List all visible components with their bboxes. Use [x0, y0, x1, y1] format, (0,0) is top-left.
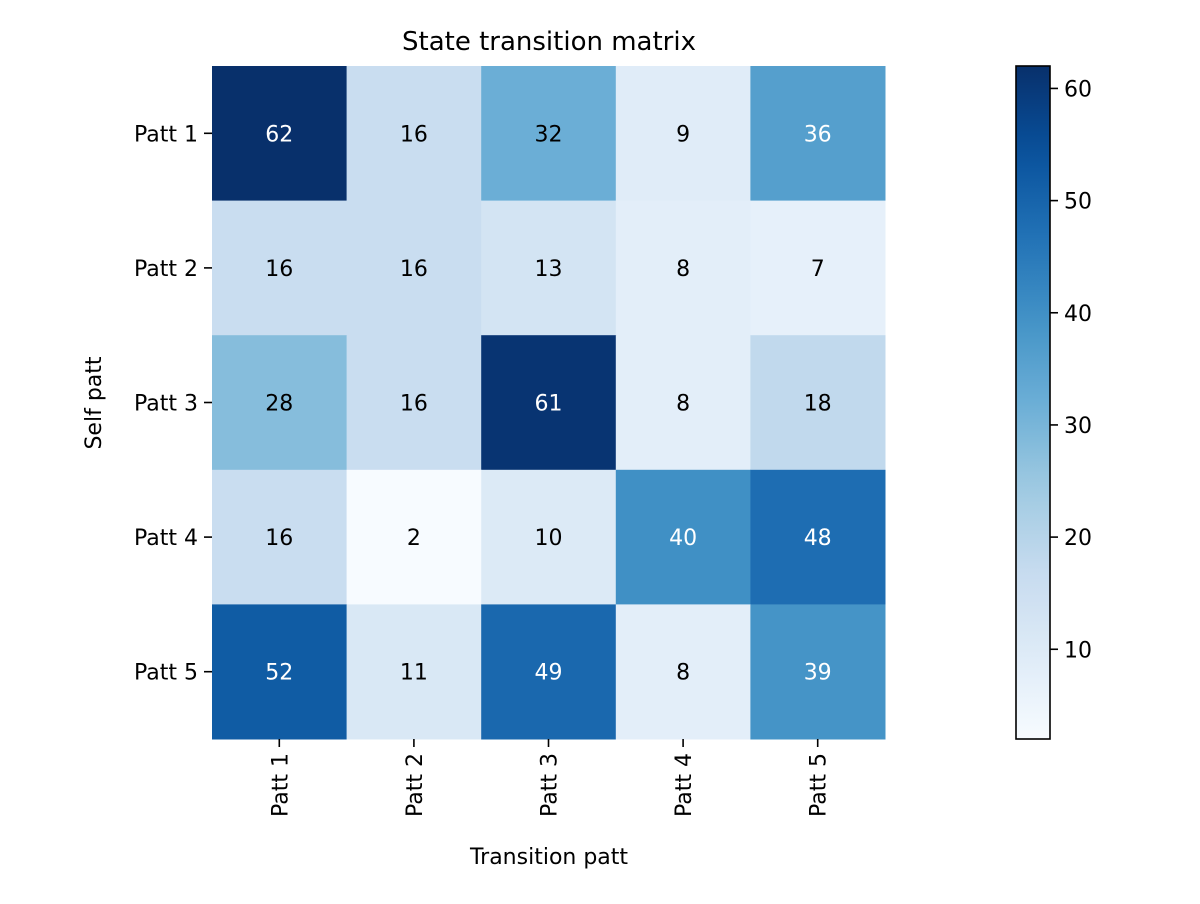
cell-value-label: 61: [535, 392, 563, 417]
cell-value-label: 48: [804, 526, 832, 551]
heatmap-cell: [212, 200, 348, 336]
x-tick-label: Patt 1: [268, 753, 293, 817]
heatmap-cell: [346, 66, 482, 202]
cell-value-label: 52: [265, 661, 293, 686]
colorbar-tick-label: 10: [1064, 638, 1092, 663]
heatmap-cell: [615, 469, 751, 605]
colorbar-tick-label: 20: [1064, 526, 1092, 551]
heatmap-cell: [750, 604, 886, 740]
colorbar-tick-label: 30: [1064, 414, 1092, 439]
heatmap-cell: [212, 335, 348, 471]
y-axis-ticks: Patt 1 Patt 2 Patt 3 Patt 4 Patt 5: [134, 122, 212, 686]
cell-value-label: 16: [400, 257, 428, 282]
cell-value-label: 36: [804, 122, 832, 147]
heatmap-cell: [750, 469, 886, 605]
cell-value-label: 39: [804, 661, 832, 686]
cell-value-label: 28: [265, 392, 293, 417]
x-axis-ticks: Patt 1 Patt 2 Patt 3 Patt 4 Patt 5: [268, 739, 832, 817]
y-axis-label: Self patt: [82, 356, 107, 449]
heatmap-cell: [750, 66, 886, 202]
cell-value-label: 8: [676, 257, 690, 282]
cell-value-label: 13: [535, 257, 563, 282]
heatmap-cell: [481, 200, 617, 336]
cell-value-label: 40: [669, 526, 697, 551]
cell-value-label: 16: [265, 526, 293, 551]
heatmap-cell: [346, 335, 482, 471]
x-tick-label: Patt 2: [403, 753, 428, 817]
heatmap-cell: [481, 604, 617, 740]
cell-value-label: 2: [407, 526, 421, 551]
y-tick-label: Patt 5: [134, 661, 198, 686]
cell-value-label: 8: [676, 392, 690, 417]
heatmap-cell: [481, 66, 617, 202]
cell-value-label: 32: [535, 122, 563, 147]
cell-value-label: 9: [676, 122, 690, 147]
heatmap-cell: [346, 604, 482, 740]
heatmap-cell: [750, 200, 886, 336]
colorbar-tick-label: 60: [1064, 77, 1092, 102]
y-tick-label: Patt 4: [134, 526, 198, 551]
cell-value-label: 49: [535, 661, 563, 686]
heatmap-cell: [750, 335, 886, 471]
colorbar-tick-label: 50: [1064, 190, 1092, 215]
heatmap-cells: 62 16 32 9 36 16 16 13 8 7 28 16 61 8 18 16 2 10 40 48 52 11 4…: [212, 66, 886, 740]
cell-value-label: 62: [265, 122, 293, 147]
heatmap-cell: [212, 469, 348, 605]
colorbar: 10 20 30 40 50 60: [1015, 65, 1092, 740]
heatmap-cell: [346, 200, 482, 336]
cell-value-label: 18: [804, 392, 832, 417]
heatmap-cell: [615, 66, 751, 202]
heatmap-cell: [615, 335, 751, 471]
heatmap-cell: [346, 469, 482, 605]
cell-value-label: 8: [676, 661, 690, 686]
cell-value-label: 7: [811, 257, 825, 282]
chart-title: State transition matrix: [402, 27, 696, 57]
colorbar-gradient: [1015, 65, 1051, 740]
heatmap-cell: [212, 604, 348, 740]
colorbar-tick-label: 40: [1064, 302, 1092, 327]
heatmap-cell: [481, 469, 617, 605]
cell-value-label: 10: [535, 526, 563, 551]
cell-value-label: 16: [265, 257, 293, 282]
x-tick-label: Patt 3: [538, 753, 563, 817]
heatmap-cell: [615, 200, 751, 336]
x-tick-label: Patt 5: [807, 753, 832, 817]
heatmap-cell: [212, 66, 348, 202]
cell-value-label: 11: [400, 661, 428, 686]
y-tick-label: Patt 2: [134, 257, 198, 282]
cell-value-label: 16: [400, 392, 428, 417]
x-axis-label: Transition patt: [469, 845, 628, 870]
y-tick-label: Patt 3: [134, 392, 198, 417]
cell-value-label: 16: [400, 122, 428, 147]
x-tick-label: Patt 4: [672, 753, 697, 817]
heatmap-cell: [481, 335, 617, 471]
y-tick-label: Patt 1: [134, 122, 198, 147]
heatmap-cell: [615, 604, 751, 740]
